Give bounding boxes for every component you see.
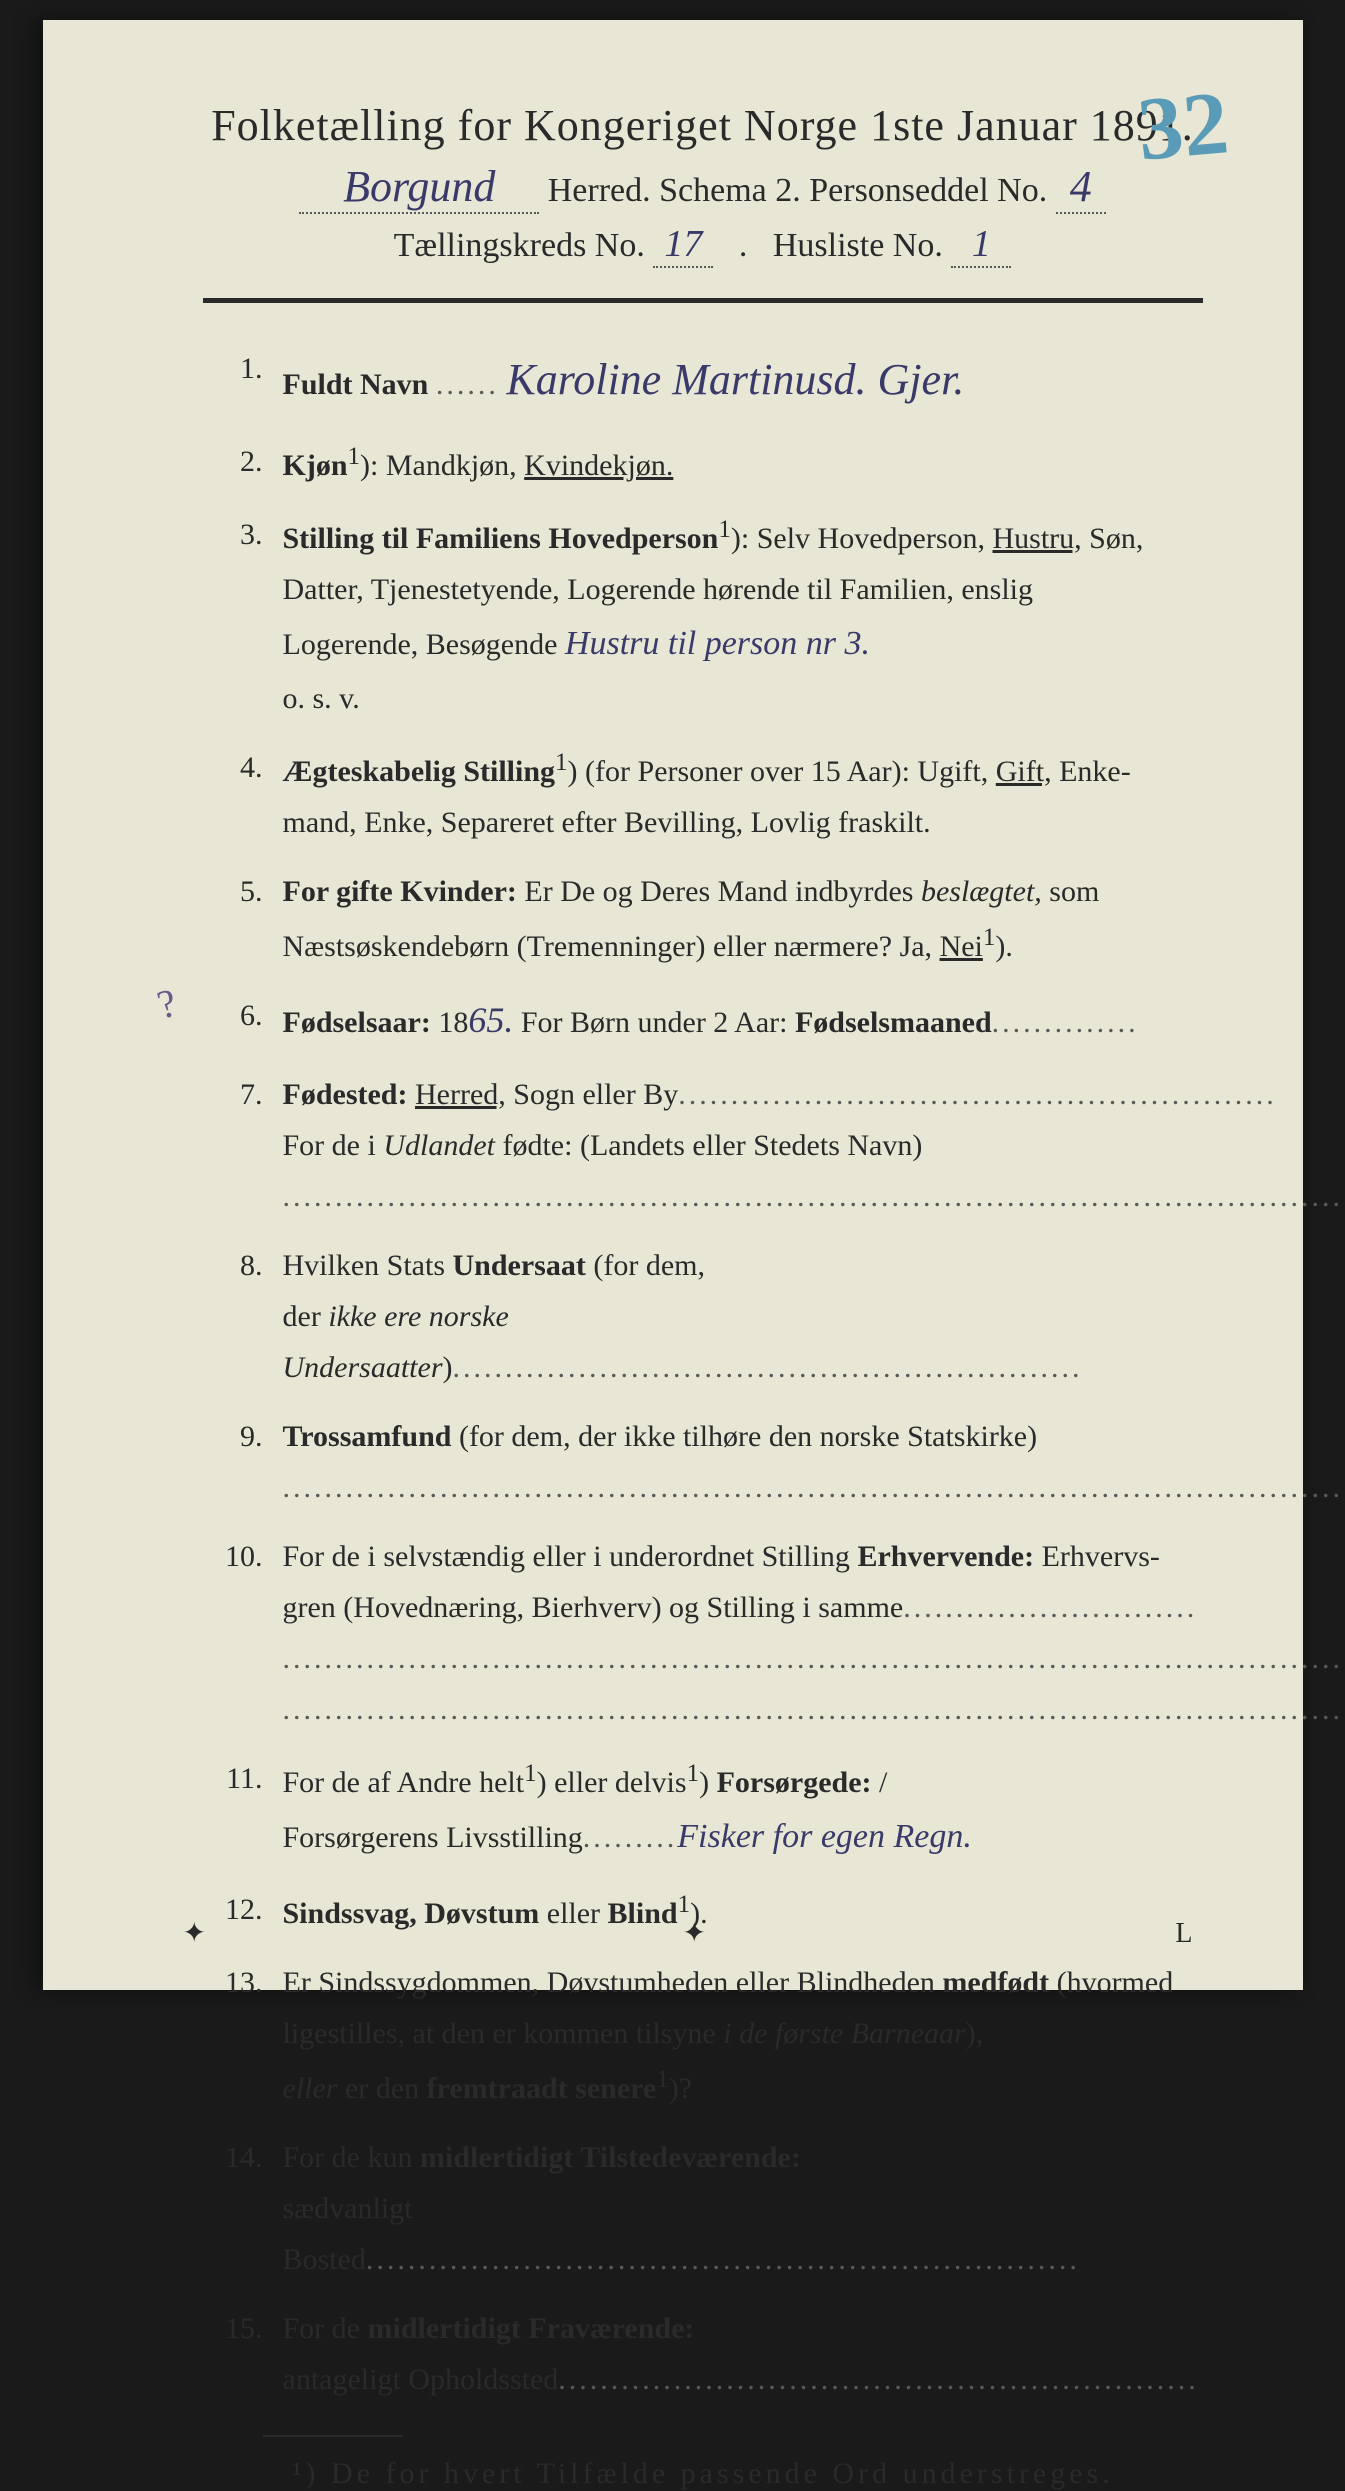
item-number: 11. [203, 1753, 283, 1866]
item-number: 5. [203, 866, 283, 972]
schema-label: Herred. Schema 2. Personseddel No. [548, 172, 1047, 209]
item-number: 2. [203, 436, 283, 491]
corner-mark-left: ✦ [183, 1916, 206, 1950]
corner-mark-right: L [1175, 1918, 1192, 1950]
tallingskreds-number: 17 [653, 222, 713, 268]
item-1: 1. Fuldt Navn ...... Karoline Martinusd.… [203, 343, 1203, 418]
subheader-line-1: Borgund Herred. Schema 2. Personseddel N… [203, 161, 1203, 214]
value-stilling-note: Hustru til person nr 3. [565, 625, 870, 662]
husliste-label: Husliste No. [773, 227, 943, 264]
item-13: 13. Er Sindssygdommen, Døvstumheden elle… [203, 1957, 1203, 2114]
item-number: 4. [203, 742, 283, 848]
form-items: 1. Fuldt Navn ...... Karoline Martinusd.… [203, 343, 1203, 2405]
value-stilling-selected: Hustru, [993, 522, 1082, 555]
personseddel-number: 4 [1056, 161, 1106, 214]
item-2: 2. Kjøn1): Mandkjøn, Kvindekjøn. [203, 436, 1203, 491]
label-undersaat: Undersaat [453, 1249, 586, 1282]
item-number: 1. [203, 343, 283, 418]
item-number: 14. [203, 2132, 283, 2285]
subheader-line-2: Tællingskreds No. 17 . Husliste No. 1 [203, 222, 1203, 268]
corner-mark-center: ✦ [683, 1916, 706, 1950]
item-8: 8. Hvilken Stats Undersaat (for dem, der… [203, 1240, 1203, 1393]
item-number: 15. [203, 2303, 283, 2405]
value-aegteskab-selected: Gift, [996, 755, 1052, 788]
value-fodested-selected: Herred, [415, 1078, 506, 1111]
item-4-line2: mand, Enke, Separeret efter Bevilling, L… [283, 797, 1203, 848]
item-number: 6. [203, 990, 283, 1051]
item-number: 13. [203, 1957, 283, 2114]
value-forsorger: Fisker for egen Regn. [677, 1818, 972, 1855]
footnote-separator [263, 2435, 403, 2437]
herred-name: Borgund [299, 161, 539, 214]
label-gifte-kvinder: For gifte Kvinder: [283, 875, 517, 908]
item-3-line4: o. s. v. [283, 673, 1203, 724]
label-aegteskab: Ægteskabelig Stilling [283, 755, 556, 788]
label-tilstedevaerende: midlertidigt Tilstedeværende: [420, 2141, 801, 2174]
label-fodested: Fødested: [283, 1078, 408, 1111]
item-3: 3. Stilling til Familiens Hovedperson1):… [203, 509, 1203, 724]
label-stilling: Stilling til Familiens Hovedperson [283, 522, 719, 555]
document-header: Folketælling for Kongeriget Norge 1ste J… [203, 100, 1203, 151]
label-fravaerende: midlertidigt Fraværende: [368, 2312, 695, 2345]
husliste-number: 1 [951, 222, 1011, 268]
label-medfodt: medfødt [942, 1966, 1049, 1999]
label-forsorgede: Forsørgede: [717, 1766, 872, 1799]
value-fodselsaar: 65. [468, 1000, 513, 1040]
item-14: 14. For de kun midlertidigt Tilstedevære… [203, 2132, 1203, 2285]
item-number: 7. [203, 1069, 283, 1222]
item-number: 12. [203, 1884, 283, 1939]
label-kjon: Kjøn [283, 449, 348, 482]
tallingskreds-label: Tællingskreds No. [394, 227, 645, 264]
label-sindssvag: Sindssvag, Døvstum [283, 1897, 540, 1930]
document-title: Folketælling for Kongeriget Norge 1ste J… [211, 101, 1194, 150]
footnote-text: ¹) De for hvert Tilfælde passende Ord un… [203, 2457, 1203, 2491]
label-fodselsaar: Fødselsaar: [283, 1006, 431, 1039]
item-6: 6. Fødselsaar: 1865. For Børn under 2 Aa… [203, 990, 1203, 1051]
value-kjon-selected: Kvindekjøn. [524, 449, 673, 482]
item-number: 8. [203, 1240, 283, 1393]
item-9: 9. Trossamfund (for dem, der ikke tilhør… [203, 1411, 1203, 1513]
item-15: 15. For de midlertidigt Fraværende: anta… [203, 2303, 1203, 2405]
corner-page-number: 32 [1133, 71, 1232, 181]
item-11: 11. For de af Andre helt1) eller delvis1… [203, 1753, 1203, 1866]
item-number: 9. [203, 1411, 283, 1513]
item-number: 10. [203, 1531, 283, 1735]
document-page: 32 ? Folketælling for Kongeriget Norge 1… [43, 20, 1303, 1990]
header-separator [203, 298, 1203, 303]
label-trossamfund: Trossamfund [283, 1420, 452, 1453]
item-10: 10. For de i selvstændig eller i underor… [203, 1531, 1203, 1735]
margin-annotation: ? [152, 979, 181, 1029]
item-5: 5. For gifte Kvinder: Er De og Deres Man… [203, 866, 1203, 972]
item-7: 7. Fødested: Herred, Sogn eller By......… [203, 1069, 1203, 1222]
item-number: 3. [203, 509, 283, 724]
value-fuldt-navn: Karoline Martinusd. Gjer. [506, 355, 964, 404]
label-erhvervende: Erhvervende: [857, 1540, 1034, 1573]
item-3-line2: Datter, Tjenestetyende, Logerende hørend… [283, 564, 1203, 615]
label-fuldt-navn: Fuldt Navn [283, 368, 429, 401]
item-4: 4. Ægteskabelig Stilling1) (for Personer… [203, 742, 1203, 848]
value-beslaegtet-selected: Nei [940, 930, 983, 963]
